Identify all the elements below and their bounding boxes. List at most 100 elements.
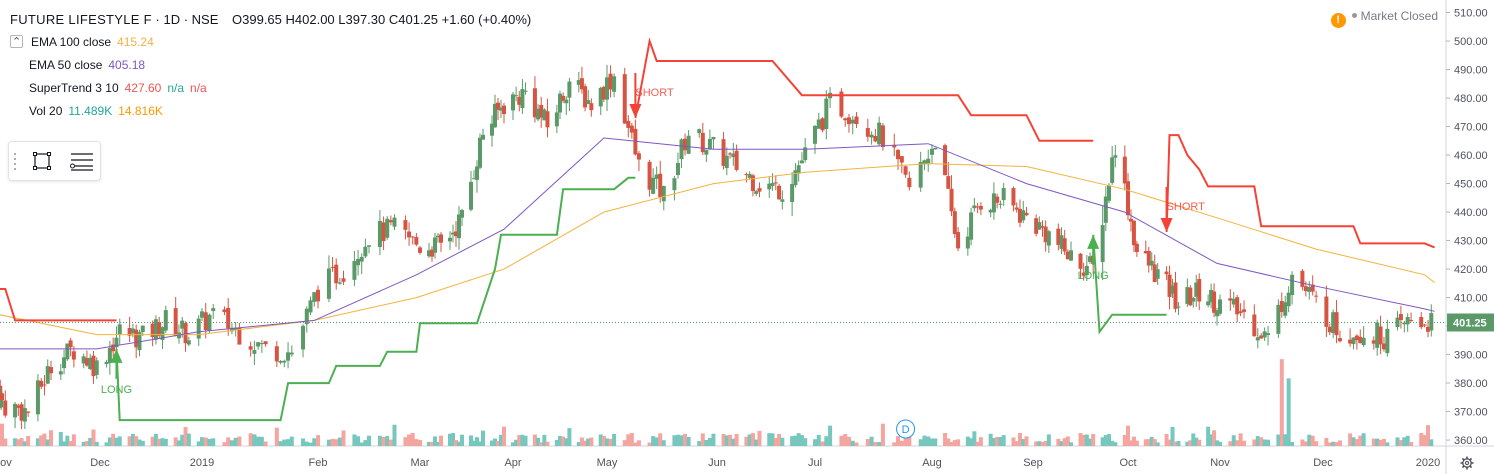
volume-bar xyxy=(229,440,234,446)
candle-down xyxy=(978,205,983,210)
volume-bar xyxy=(1078,433,1083,446)
indicator-volume[interactable]: Vol 20 11.489K 14.816K xyxy=(10,100,531,123)
volume-bar xyxy=(1197,439,1202,446)
rectangle-tool-icon[interactable] xyxy=(31,150,53,172)
candle-down xyxy=(418,247,422,253)
candle-up xyxy=(481,134,485,140)
candle-up xyxy=(926,158,931,165)
volume-bar xyxy=(1409,441,1414,446)
drag-handle-icon[interactable] xyxy=(14,153,17,173)
candle-up xyxy=(933,147,938,150)
y-tick-label: 480.00 xyxy=(1454,93,1488,105)
volume-bar xyxy=(211,438,216,446)
volume-bar xyxy=(430,441,434,446)
volume-bar xyxy=(427,441,431,446)
candle-down xyxy=(683,138,688,151)
volume-bar xyxy=(1286,378,1291,446)
volume-bar xyxy=(352,434,357,446)
candle-up xyxy=(460,210,464,218)
candle-up xyxy=(1262,331,1267,338)
candle-down xyxy=(1056,228,1061,245)
interval-exchange: · 1D · NSE xyxy=(151,12,219,27)
candle-down xyxy=(1043,226,1048,243)
volume-bar xyxy=(203,437,208,446)
volume-bar xyxy=(84,441,89,446)
candle-up xyxy=(451,232,455,235)
volume-bar xyxy=(1331,441,1336,446)
supertrend-up-line xyxy=(115,176,636,422)
volume-bar xyxy=(436,441,440,446)
gear-icon[interactable] xyxy=(1460,456,1474,470)
volume-bar xyxy=(1300,439,1305,446)
candle-up xyxy=(869,134,874,138)
candle-up xyxy=(278,361,283,363)
indicator-ema100[interactable]: EMA 100 close 415.24 xyxy=(10,31,531,54)
candle-down xyxy=(341,278,346,282)
candle-down xyxy=(907,177,912,188)
lines-tool-icon[interactable] xyxy=(69,150,95,172)
candle-up xyxy=(1331,312,1336,334)
symbol-name[interactable]: FUTURE LIFESTYLE F xyxy=(10,12,152,27)
volume-bar xyxy=(1084,434,1089,446)
candle-down xyxy=(439,234,443,243)
drawing-toolbox[interactable] xyxy=(8,141,101,181)
warning-icon[interactable]: ! xyxy=(1330,13,1346,28)
indicator-extra: n/a xyxy=(167,81,185,95)
volume-bar xyxy=(286,439,291,446)
indicator-ema50[interactable]: EMA 50 close 405.18 xyxy=(10,54,531,77)
candle-up xyxy=(1110,157,1115,183)
volume-bar xyxy=(918,439,923,446)
volume-bar xyxy=(278,441,283,446)
volume-bar xyxy=(367,435,371,446)
volume-bar xyxy=(734,433,739,446)
volume-bar xyxy=(1167,439,1172,446)
volume-bar xyxy=(1290,442,1295,446)
candle-up xyxy=(88,357,93,370)
volume-bar xyxy=(150,436,155,446)
y-tick-label: 390.00 xyxy=(1454,350,1488,362)
candle-down xyxy=(173,308,178,337)
candle-down xyxy=(601,86,606,100)
chevron-up-icon[interactable] xyxy=(10,31,23,54)
volume-bar xyxy=(1069,442,1073,446)
candle-down xyxy=(1164,271,1169,275)
candle-up xyxy=(1395,317,1400,328)
candle-down xyxy=(248,346,253,350)
ema100-line xyxy=(0,163,1435,336)
volume-bar xyxy=(1324,438,1329,446)
volume-bar xyxy=(1215,440,1220,446)
volume-bar xyxy=(747,434,752,446)
dividend-marker-icon[interactable] xyxy=(896,419,916,439)
candle-down xyxy=(532,88,537,118)
volume-bar xyxy=(790,436,795,446)
volume-bar xyxy=(326,439,331,446)
volume-bar xyxy=(1113,442,1118,446)
market-status[interactable]: ! Market Closed xyxy=(1330,9,1438,28)
volume-bar xyxy=(499,434,503,446)
indicator-supertrend[interactable]: SuperTrend 3 10 427.60 n/a n/a xyxy=(10,77,531,100)
short-arrow-icon xyxy=(629,104,642,118)
volume-bar xyxy=(824,436,829,446)
candle-up xyxy=(675,162,680,175)
candle-up xyxy=(612,76,617,92)
candle-down xyxy=(1371,340,1376,344)
volume-bar xyxy=(946,438,951,446)
candle-down xyxy=(68,340,73,348)
volume-bar xyxy=(813,439,817,446)
volume-bar xyxy=(995,436,1000,446)
candle-up xyxy=(1046,231,1051,246)
volume-bar xyxy=(1001,435,1006,446)
candle-up xyxy=(1405,317,1410,325)
volume-bar xyxy=(907,430,912,446)
y-tick-label: 370.00 xyxy=(1454,407,1488,419)
candle-down xyxy=(1324,296,1329,327)
volume-bar xyxy=(754,439,759,446)
volume-bar xyxy=(877,442,882,446)
candle-down xyxy=(1065,251,1070,260)
candle-up xyxy=(13,403,18,418)
last-price-badge[interactable] xyxy=(1447,313,1494,332)
volume-bar xyxy=(137,439,142,446)
volume-bar xyxy=(744,436,749,446)
volume-bar xyxy=(460,434,464,446)
